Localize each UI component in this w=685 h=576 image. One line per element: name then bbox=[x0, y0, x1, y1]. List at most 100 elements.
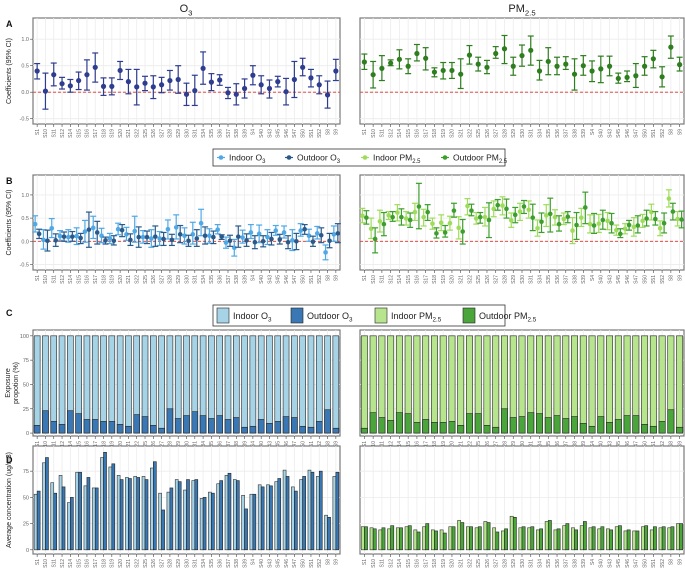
bar-outdoor bbox=[501, 408, 508, 434]
data-point bbox=[449, 67, 455, 74]
x-tick-label: S14 bbox=[68, 129, 74, 138]
bar-outdoor bbox=[302, 476, 306, 551]
bar-outdoor bbox=[144, 479, 149, 551]
x-tick-label: S35 bbox=[209, 441, 215, 450]
x-tick-label: S16 bbox=[85, 441, 91, 450]
x-tick-label: S25 bbox=[476, 275, 482, 284]
data-point bbox=[117, 67, 123, 74]
data-point bbox=[570, 228, 575, 233]
bar-outdoor bbox=[565, 523, 570, 551]
bar-outdoor bbox=[641, 424, 649, 434]
data-point bbox=[589, 68, 595, 74]
data-point bbox=[466, 52, 473, 58]
bar-outdoor bbox=[153, 461, 157, 551]
x-tick-label: S43 bbox=[607, 441, 613, 450]
x-tick-label: S34 bbox=[201, 275, 207, 284]
x-tick-label: S10 bbox=[371, 559, 377, 568]
bar-outdoor bbox=[186, 479, 190, 551]
x-tick-label: S34 bbox=[201, 129, 207, 138]
bar-outdoor bbox=[521, 526, 526, 551]
data-point bbox=[140, 234, 146, 240]
x-tick-label: S14 bbox=[397, 441, 403, 450]
data-point bbox=[473, 216, 479, 221]
bar-outdoor bbox=[644, 525, 649, 551]
bar-outdoor bbox=[61, 486, 66, 551]
bar-outdoor bbox=[466, 413, 473, 434]
data-point bbox=[582, 205, 588, 210]
data-point bbox=[360, 213, 365, 219]
y-tick-label: 0.0 bbox=[21, 90, 29, 96]
y-tick-label: 50 bbox=[23, 382, 29, 388]
bar-indoor bbox=[257, 484, 262, 551]
data-point bbox=[235, 234, 241, 239]
data-point bbox=[460, 229, 466, 234]
data-point bbox=[202, 233, 208, 239]
x-tick-label: S26 bbox=[485, 559, 491, 568]
bar-indoor bbox=[33, 493, 38, 551]
data-point bbox=[74, 233, 79, 239]
bar-indoor bbox=[241, 335, 248, 434]
x-tick-label: S40 bbox=[259, 275, 265, 284]
data-point bbox=[192, 88, 198, 94]
data-point bbox=[223, 240, 229, 245]
x-tick-label: S36 bbox=[217, 559, 223, 568]
data-point bbox=[493, 50, 499, 57]
bar-outdoor bbox=[103, 451, 107, 551]
x-tick-label: S51 bbox=[651, 275, 657, 284]
x-tick-label: S27 bbox=[494, 441, 500, 450]
x-tick-label: S21 bbox=[459, 275, 465, 284]
x-tick-label: S14 bbox=[68, 441, 74, 450]
x-tick-label: S19 bbox=[110, 275, 116, 284]
data-point bbox=[396, 56, 403, 62]
data-point bbox=[183, 91, 190, 97]
y-tick-label: -0.5 bbox=[20, 262, 29, 268]
x-tick-label: S18 bbox=[101, 129, 107, 138]
x-tick-label: S19 bbox=[441, 129, 447, 138]
bar-outdoor bbox=[216, 415, 223, 434]
x-tick-label: S30 bbox=[520, 275, 526, 284]
x-tick-label: S4 bbox=[251, 559, 257, 565]
bar-outdoor bbox=[108, 421, 116, 434]
bar-outdoor bbox=[318, 470, 323, 551]
x-tick-label: S8 bbox=[325, 559, 331, 565]
x-tick-label: S4 bbox=[251, 441, 257, 447]
bar-outdoor bbox=[111, 463, 116, 551]
x-tick-label: S51 bbox=[651, 559, 657, 568]
data-point bbox=[308, 75, 314, 81]
y-tick-label: -0.5 bbox=[20, 117, 29, 123]
data-point bbox=[578, 215, 584, 220]
bar-indoor bbox=[125, 477, 129, 551]
x-tick-label: S28 bbox=[502, 441, 508, 450]
bar-indoor bbox=[387, 528, 391, 551]
x-tick-label: S38 bbox=[234, 275, 240, 284]
data-point bbox=[42, 88, 49, 94]
data-point bbox=[157, 236, 162, 241]
bar-outdoor bbox=[369, 412, 377, 434]
data-point bbox=[36, 231, 42, 237]
x-tick-label: S11 bbox=[380, 441, 386, 450]
data-point bbox=[327, 238, 332, 244]
bar-indoor bbox=[588, 335, 596, 434]
bar-indoor bbox=[266, 335, 273, 434]
bar-outdoor bbox=[591, 526, 596, 551]
bar-outdoor bbox=[150, 425, 157, 434]
x-tick-label: S17 bbox=[93, 275, 99, 284]
bar-outdoor bbox=[658, 421, 666, 434]
bar-outdoor bbox=[50, 421, 58, 434]
x-tick-label: S46 bbox=[625, 129, 631, 138]
data-point bbox=[399, 214, 404, 220]
data-point bbox=[386, 213, 391, 218]
data-point bbox=[624, 74, 630, 80]
data-point bbox=[561, 216, 567, 222]
x-tick-label: S4 bbox=[590, 275, 596, 281]
data-point bbox=[364, 215, 369, 220]
bar-outdoor bbox=[632, 415, 640, 434]
svg-text:Outdoor PM2.5: Outdoor PM2.5 bbox=[453, 153, 508, 166]
bar-indoor bbox=[527, 527, 532, 551]
x-tick-label: S52 bbox=[660, 559, 666, 568]
bar-outdoor bbox=[208, 418, 215, 434]
data-point bbox=[379, 65, 385, 71]
bar-indoor bbox=[606, 528, 610, 551]
y-tick-label: 0.5 bbox=[21, 64, 29, 70]
bar-indoor bbox=[307, 469, 312, 551]
